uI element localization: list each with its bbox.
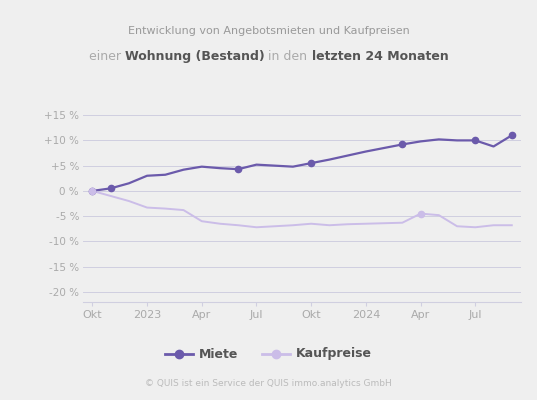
Text: Kaufpreise: Kaufpreise (296, 348, 372, 360)
Text: Wohnung (Bestand): Wohnung (Bestand) (125, 50, 265, 63)
Text: in den: in den (265, 50, 311, 63)
Text: © QUIS ist ein Service der QUIS immo.analytics GmbH: © QUIS ist ein Service der QUIS immo.ana… (145, 379, 392, 388)
Text: einer: einer (89, 50, 125, 63)
Text: Entwicklung von Angebotsmieten und Kaufpreisen: Entwicklung von Angebotsmieten und Kaufp… (128, 26, 409, 36)
Text: letzten 24 Monaten: letzten 24 Monaten (311, 50, 448, 63)
Text: Miete: Miete (199, 348, 238, 360)
